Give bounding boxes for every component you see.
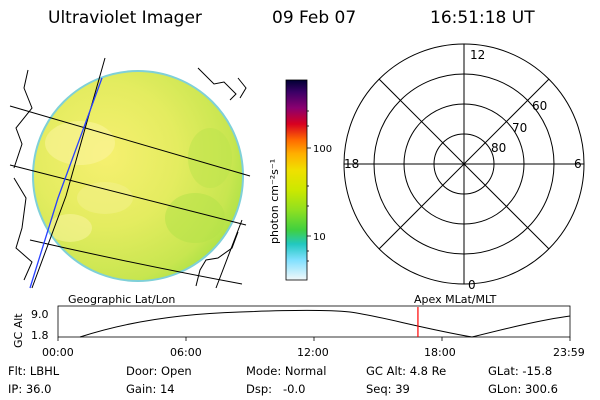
- mlt-label-12: 12: [470, 48, 485, 62]
- mode-info: Mode: Normal: [246, 364, 327, 378]
- y-tick-1-8: 1.8: [31, 329, 49, 342]
- uv-image-panel: [9, 57, 251, 289]
- mlt-label-6: 6: [574, 157, 582, 171]
- filter-info: Flt: LBHL: [8, 364, 60, 378]
- time-tick-0000: 00:00: [42, 346, 74, 359]
- timeline-left-title: Geographic Lat/Lon: [68, 293, 176, 306]
- door-info: Door: Open: [126, 364, 192, 378]
- glon-info: GLon: 300.6: [488, 382, 558, 396]
- altitude-timeline: GC Alt 9.0 1.8: [12, 305, 571, 348]
- colorbar-tick-100: 100: [313, 144, 332, 155]
- polar-mlt-plot: 12 0 18 6 60 70 80: [343, 43, 585, 292]
- meridian-line-blue: [29, 77, 103, 289]
- ip-info: IP: 36.0: [8, 382, 52, 396]
- aurora-disc: [32, 70, 244, 282]
- lat-label-70: 70: [512, 121, 527, 135]
- colorbar-tick-10: 10: [313, 232, 326, 243]
- colorbar-gradient: [285, 79, 308, 281]
- lat-label-80: 80: [491, 141, 506, 155]
- glat-info: GLat: -15.8: [488, 364, 553, 378]
- gain-info: Gain: 14: [126, 382, 175, 396]
- time-tick-2359: 23:59: [553, 346, 585, 359]
- instrument-title: Ultraviolet Imager: [48, 8, 202, 28]
- coastline: [13, 67, 247, 287]
- time-label: 16:51:18 UT: [430, 8, 535, 28]
- mlt-label-18: 18: [344, 157, 359, 171]
- altitude-curve: [79, 310, 571, 338]
- timeline-axis-label: GC Alt: [12, 313, 25, 348]
- time-tick-0600: 06:00: [170, 346, 202, 359]
- y-tick-9: 9.0: [31, 308, 49, 321]
- timeline-right-title: Apex MLat/MLT: [414, 293, 497, 306]
- colorbar: 100 10 photon cm⁻²s⁻¹: [268, 79, 332, 281]
- dsp-info: Dsp: -0.0: [246, 382, 306, 396]
- time-tick-1200: 12:00: [297, 346, 329, 359]
- gc-alt-info: GC Alt: 4.8 Re: [366, 364, 447, 378]
- lat-label-60: 60: [532, 99, 547, 113]
- colorbar-unit-label: photon cm⁻²s⁻¹: [268, 159, 281, 244]
- date-label: 09 Feb 07: [272, 8, 357, 28]
- seq-info: Seq: 39: [366, 382, 410, 396]
- mlt-label-0: 0: [468, 278, 476, 292]
- time-tick-1800: 18:00: [424, 346, 456, 359]
